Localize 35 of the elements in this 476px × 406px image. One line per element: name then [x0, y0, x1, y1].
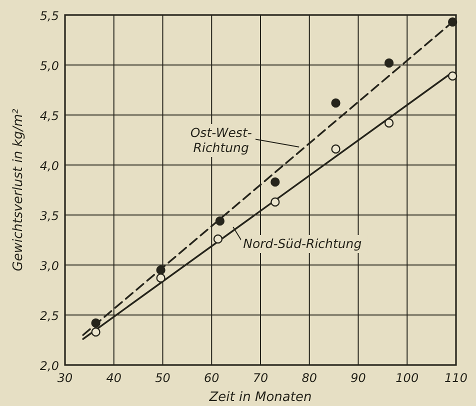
y-tick-label: 3,0: [40, 259, 60, 273]
y-tick-label: 4,0: [40, 159, 60, 173]
y-tick-label: 5,0: [40, 59, 60, 73]
x-tick-label: 80: [302, 371, 318, 385]
x-tick-label: 30: [57, 371, 73, 385]
y-tick-label: 5,5: [40, 9, 59, 23]
point: [213, 234, 223, 244]
x-tick-label: 50: [155, 371, 171, 385]
x-tick-label: 40: [106, 371, 122, 385]
x-tick-label: 70: [252, 371, 268, 385]
point: [215, 216, 225, 226]
annotation: Nord-Süd-Richtung: [243, 236, 362, 251]
y-tick-label: 2,5: [40, 309, 59, 323]
point: [331, 144, 340, 154]
point: [270, 197, 280, 207]
y-tick-label: 3,5: [40, 209, 59, 223]
point: [91, 318, 100, 328]
y-axis-title: Gewichtsverlust in kg/m²: [11, 108, 26, 272]
y-tick-label: 4,5: [40, 109, 59, 123]
y-tick-label: 2,0: [40, 359, 60, 373]
point: [448, 71, 458, 81]
x-axis-title: Zeit in Monaten: [208, 390, 312, 405]
point: [156, 265, 166, 275]
x-tick-label: 100: [396, 371, 419, 385]
point: [156, 273, 166, 283]
annotation: Ost-West- Richtung: [190, 125, 252, 155]
point: [270, 177, 280, 187]
point: [384, 118, 394, 128]
x-tick-label: 110: [444, 371, 468, 385]
point: [91, 327, 100, 337]
point: [384, 58, 394, 68]
point: [331, 98, 340, 108]
x-tick-label: 60: [204, 371, 220, 385]
x-tick-label: 90: [350, 371, 366, 385]
point: [448, 17, 458, 27]
